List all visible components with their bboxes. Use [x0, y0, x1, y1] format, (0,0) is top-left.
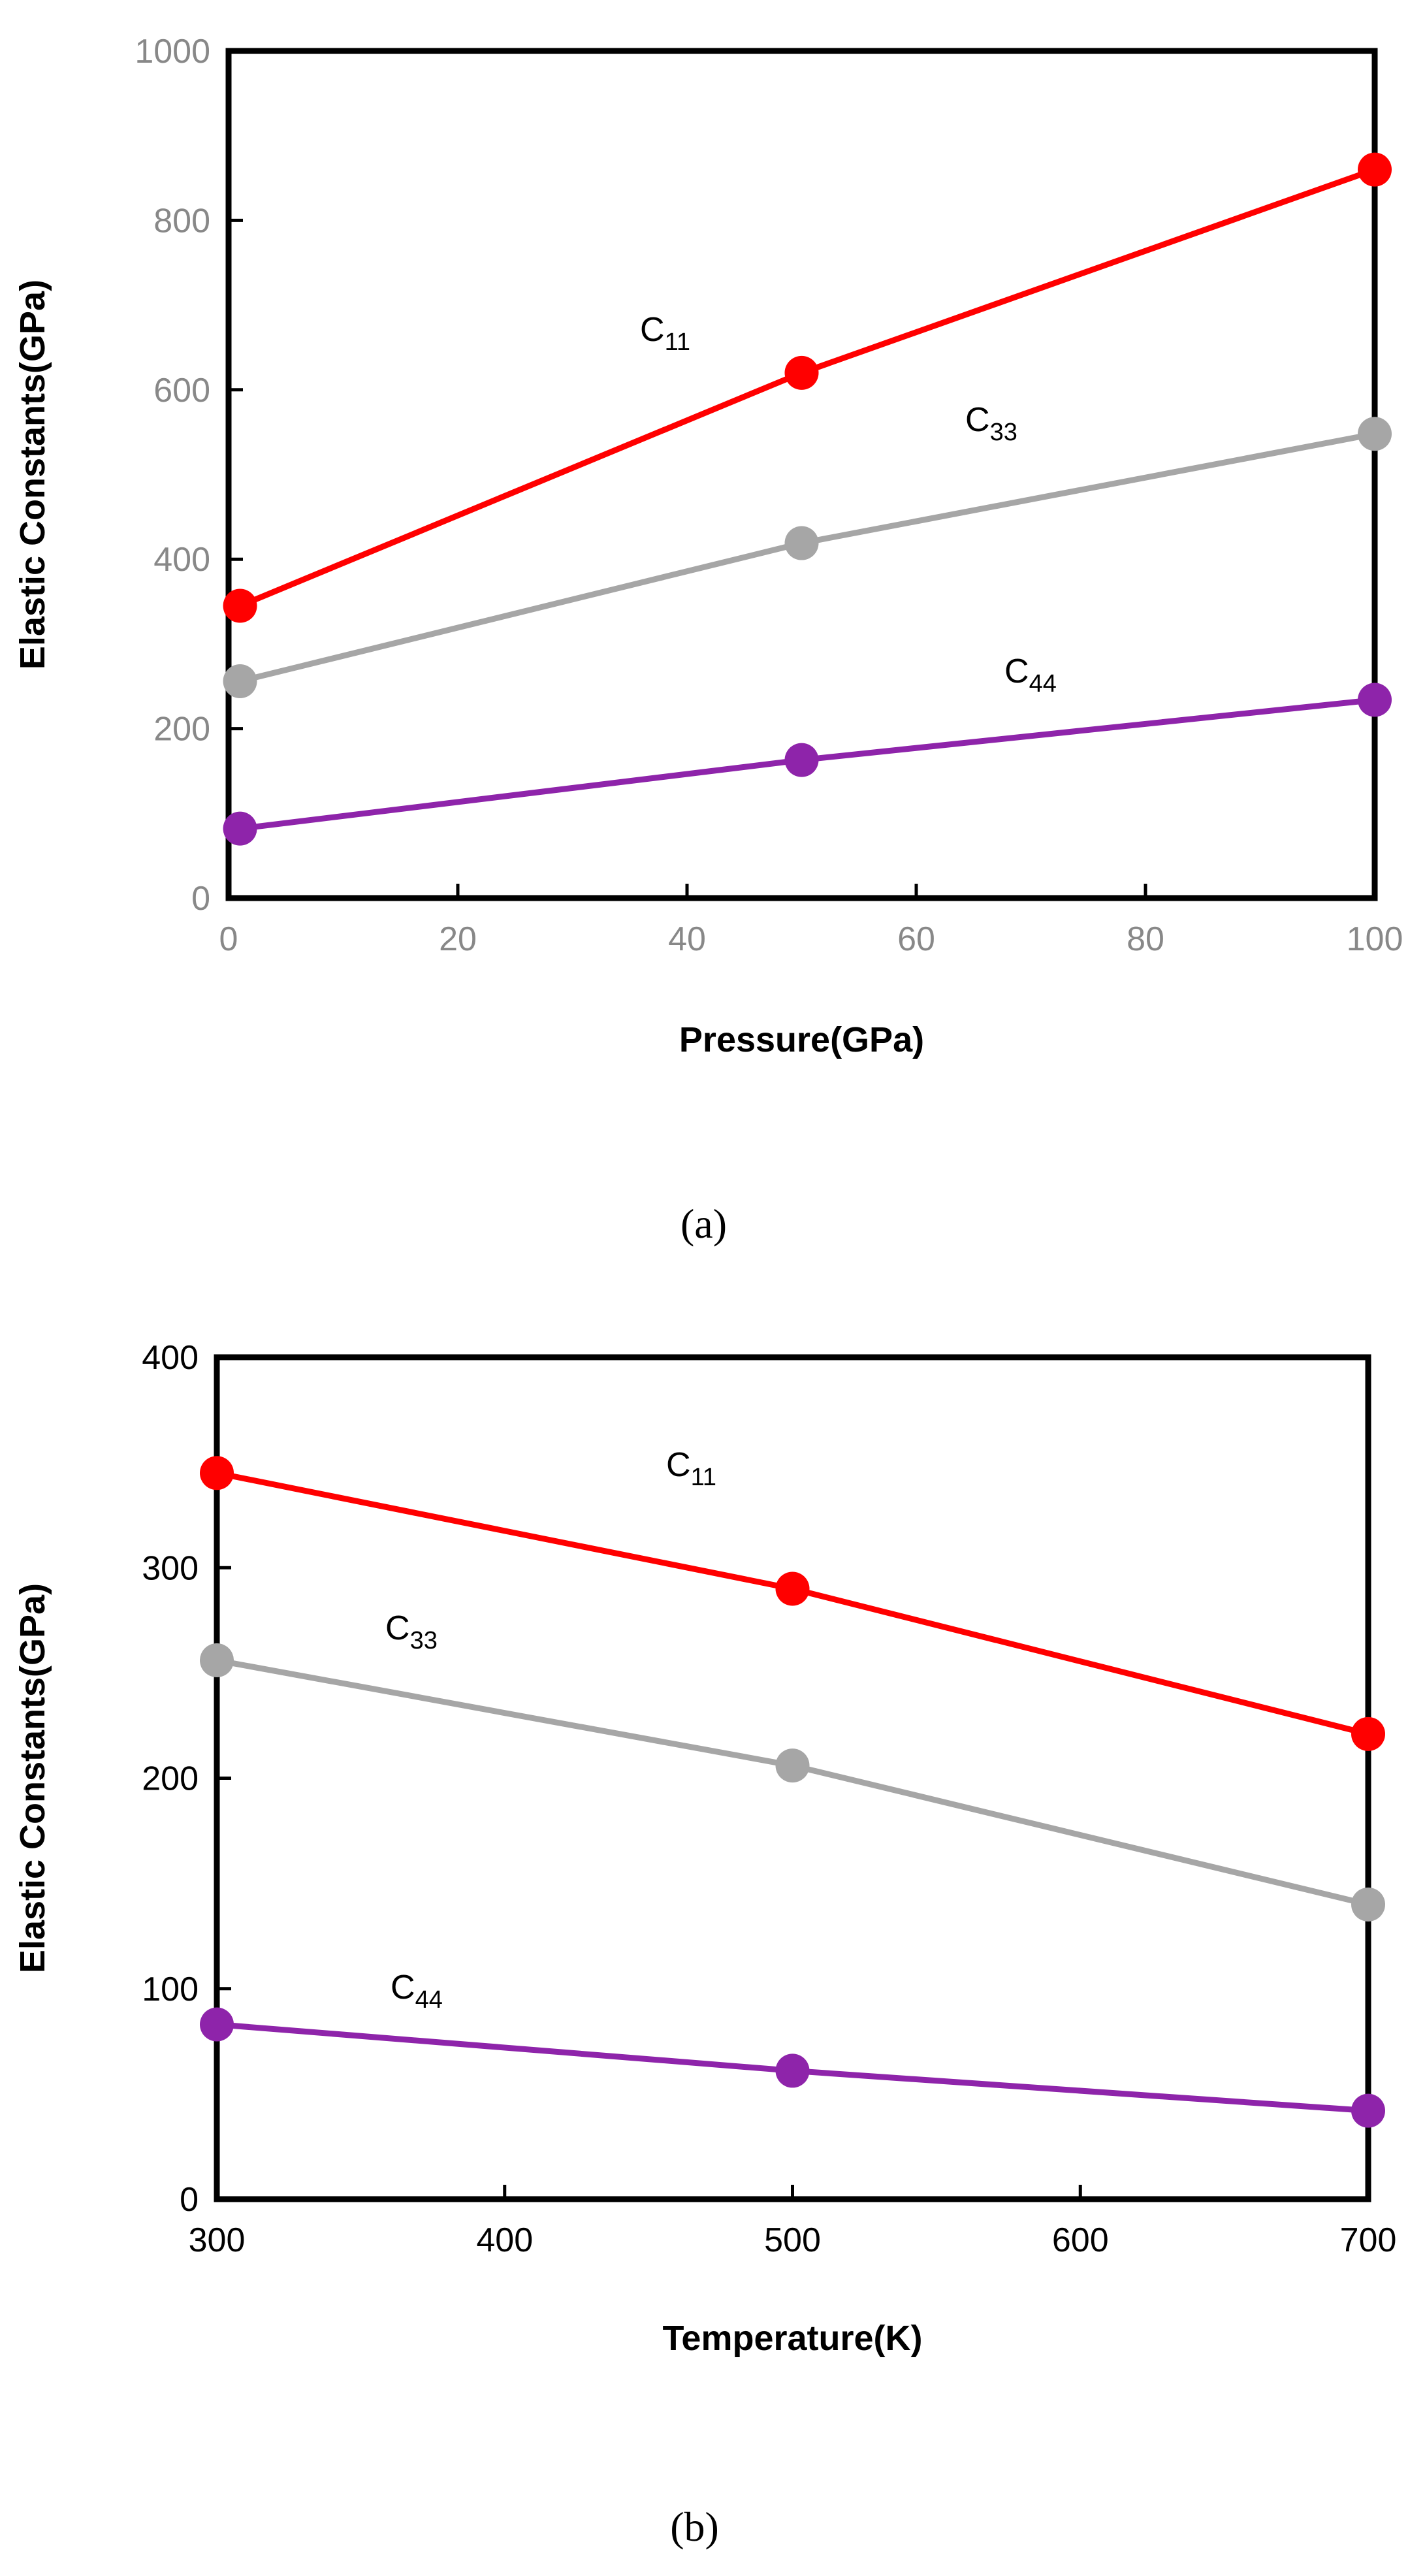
x-tick-label: 600 [1052, 2221, 1109, 2259]
data-point-c44 [784, 743, 819, 777]
x-axis-title: Pressure(GPa) [679, 1020, 924, 1059]
series-label-base: C [666, 1446, 691, 1484]
data-point-c33 [775, 1748, 810, 1783]
data-point-c11 [1358, 152, 1392, 187]
x-tick-label: 500 [764, 2221, 821, 2259]
y-tick-label: 0 [191, 880, 210, 918]
series-label-base: C [1004, 652, 1029, 690]
data-point-c33 [1358, 417, 1392, 451]
y-axis-title: Elastic Constants(GPa) [13, 1583, 52, 1973]
data-point-c11 [775, 1571, 810, 1606]
chart-a: 0 200 400 600 800 1000 0 20 40 60 80 100 Pressure(GP… [13, 33, 1403, 1247]
x-tick-label: 80 [1127, 920, 1164, 958]
series-label-c33: C33 [385, 1609, 438, 1654]
data-point-c11 [784, 355, 819, 390]
series-label-subscript: 11 [665, 329, 690, 356]
y-tick-label: 200 [153, 711, 210, 749]
panel-caption: (b) [670, 2504, 719, 2550]
series-label-base: C [640, 311, 665, 349]
panel-caption: (a) [680, 1200, 727, 1247]
y-tick-label: 1000 [135, 33, 210, 71]
data-point-c44 [1351, 2093, 1385, 2128]
series-label-c44: C44 [391, 1969, 443, 2014]
y-tick-label: 400 [142, 1339, 199, 1377]
data-point-c33 [784, 526, 819, 560]
y-axis-title: Elastic Constants(GPa) [13, 280, 52, 669]
series-label-subscript: 11 [691, 1464, 716, 1491]
series-label-c33: C33 [965, 401, 1017, 446]
data-point-c11 [223, 588, 257, 623]
x-tick-label: 0 [219, 920, 238, 958]
data-point-c44 [200, 2007, 234, 2042]
x-tick-label: 400 [476, 2221, 533, 2259]
x-tick-label: 60 [897, 920, 935, 958]
data-point-c44 [775, 2053, 810, 2088]
series-label-subscript: 33 [410, 1627, 438, 1654]
data-point-c11 [200, 1456, 234, 1490]
y-tick-label: 100 [142, 1971, 199, 2008]
x-tick-label: 100 [1347, 920, 1403, 958]
y-tick-label: 200 [142, 1760, 199, 1798]
data-point-c33 [200, 1643, 234, 1678]
series-label-subscript: 44 [415, 1986, 443, 2014]
x-tick-label: 300 [189, 2221, 246, 2259]
data-point-c33 [1351, 1887, 1385, 1922]
data-point-c33 [223, 664, 257, 698]
x-tick-label: 700 [1340, 2221, 1397, 2259]
series-label-base: C [391, 1969, 415, 2006]
series-label-c11: C11 [640, 311, 690, 356]
data-point-c44 [1358, 683, 1392, 717]
y-tick-label: 0 [180, 2181, 199, 2219]
chart-b: 0 100 200 300 400 300 400 500 600 700 Temperature(… [13, 1339, 1396, 2550]
series-label-subscript: 44 [1029, 670, 1057, 698]
series-label-c44: C44 [1004, 652, 1057, 698]
x-tick-label: 40 [668, 920, 706, 958]
x-tick-label: 20 [439, 920, 477, 958]
y-tick-label: 600 [153, 372, 210, 410]
series-label-subscript: 33 [990, 419, 1017, 446]
y-tick-label: 800 [153, 202, 210, 240]
y-tick-label: 300 [142, 1549, 199, 1587]
series-label-base: C [965, 401, 990, 439]
y-tick-label: 400 [153, 541, 210, 579]
data-point-c11 [1351, 1716, 1385, 1751]
x-axis-title: Temperature(K) [662, 2319, 922, 2358]
series-label-base: C [385, 1609, 410, 1647]
data-point-c44 [223, 811, 257, 846]
series-label-c11: C11 [666, 1446, 716, 1491]
plot-frame [225, 48, 1378, 901]
